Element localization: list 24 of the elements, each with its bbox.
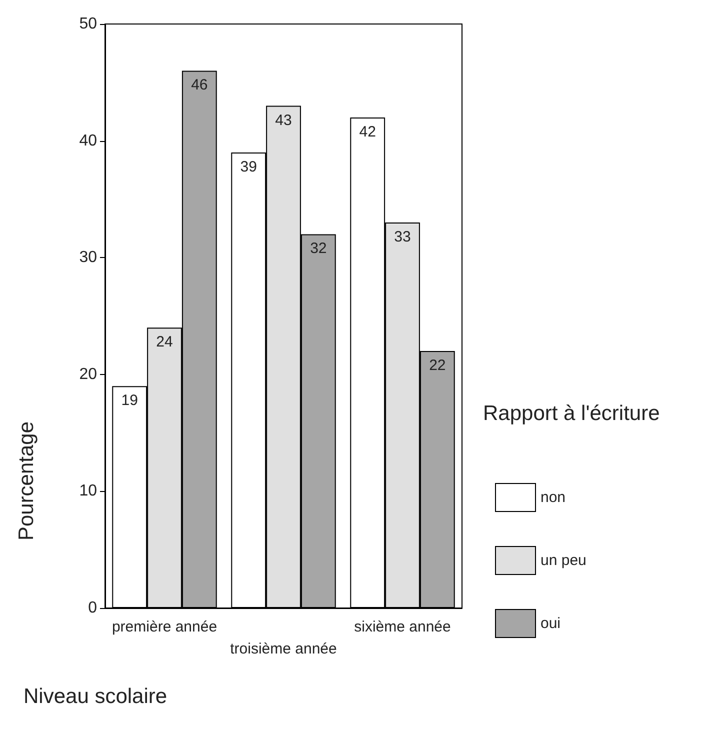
data-label: 24 [156, 334, 173, 351]
y-tick-label: 20 [79, 366, 98, 383]
data-label: 46 [191, 76, 208, 94]
y-tick-label: 50 [79, 16, 98, 32]
data-label: 22 [429, 357, 446, 374]
y-axis-title: Pourcentage [15, 421, 38, 541]
legend-label: non [540, 489, 566, 506]
legend-label: oui [540, 615, 561, 632]
x-tick-label: sixième année [354, 618, 451, 636]
data-label: 42 [359, 123, 376, 140]
y-tick-label: 30 [79, 249, 98, 266]
data-label: 19 [121, 392, 138, 410]
x-axis-title: Niveau scolaire [24, 685, 168, 708]
x-tick-label: première année [112, 618, 218, 636]
data-label: 43 [275, 112, 292, 129]
data-label: 32 [310, 240, 327, 258]
y-tick-label: 0 [88, 600, 98, 616]
x-tick-label: troisième année [230, 640, 337, 658]
legend-title: Rapport à l'écriture [483, 402, 660, 425]
legend-label: un peu [540, 552, 586, 569]
data-label: 33 [394, 228, 411, 246]
data-label: 39 [240, 158, 257, 176]
y-tick-label: 40 [79, 132, 98, 150]
y-tick-label: 10 [79, 482, 98, 500]
